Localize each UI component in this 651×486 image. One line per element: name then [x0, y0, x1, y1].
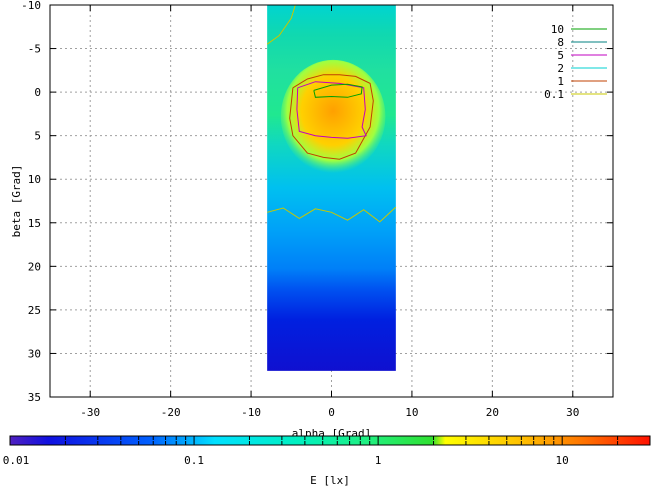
y-tick-label: 15	[28, 217, 41, 230]
legend-label: 10	[551, 23, 564, 36]
x-tick-label: 30	[566, 406, 579, 419]
contour-line-1	[289, 74, 374, 160]
x-tick-label: 20	[486, 406, 499, 419]
heatmap-background	[267, 5, 396, 371]
legend-label: 8	[557, 36, 564, 49]
contour-lines	[266, 4, 397, 223]
contour-line-0_1	[267, 206, 397, 223]
colorbar-label: E [lx]	[310, 474, 350, 486]
colorbar-tick-label: 0.01	[3, 454, 30, 467]
y-tick-label: 20	[28, 260, 41, 273]
colorbar: 0.01 0.1 1 10	[3, 435, 651, 467]
x-tick-label: 0	[328, 406, 335, 419]
y-tick-label: 35	[28, 391, 41, 404]
colorbar-tick-label: 10	[556, 454, 569, 467]
heatmap-field	[267, 5, 396, 371]
legend-label: 5	[557, 49, 564, 62]
x-tick-label: -10	[241, 406, 261, 419]
contour-line-5	[296, 81, 367, 139]
contour-line-0_1	[266, 4, 296, 45]
y-tick-label: -5	[28, 43, 41, 56]
y-tick-label: 10	[28, 173, 41, 186]
colorbar-tick-label: 0.1	[184, 454, 204, 467]
x-tick-label: -30	[80, 406, 100, 419]
contour-line-10	[313, 83, 363, 98]
x-axis-ticks: -30 -20 -10 0 10 20 30	[80, 5, 579, 419]
colorbar-tick-label: 1	[375, 454, 382, 467]
legend-label: 2	[557, 62, 564, 75]
x-tick-label: -20	[161, 406, 181, 419]
heatmap-hotspot	[280, 59, 386, 174]
y-tick-label: 5	[34, 130, 41, 143]
legend-label: 0.1	[544, 88, 564, 101]
x-tick-label: 10	[405, 406, 418, 419]
y-tick-label: 25	[28, 304, 41, 317]
y-axis-label: beta [Grad]	[10, 165, 23, 238]
y-tick-label: 0	[34, 86, 41, 99]
y-tick-label: 30	[28, 347, 41, 360]
legend-label: 1	[557, 75, 564, 88]
y-tick-label: -10	[21, 0, 41, 12]
